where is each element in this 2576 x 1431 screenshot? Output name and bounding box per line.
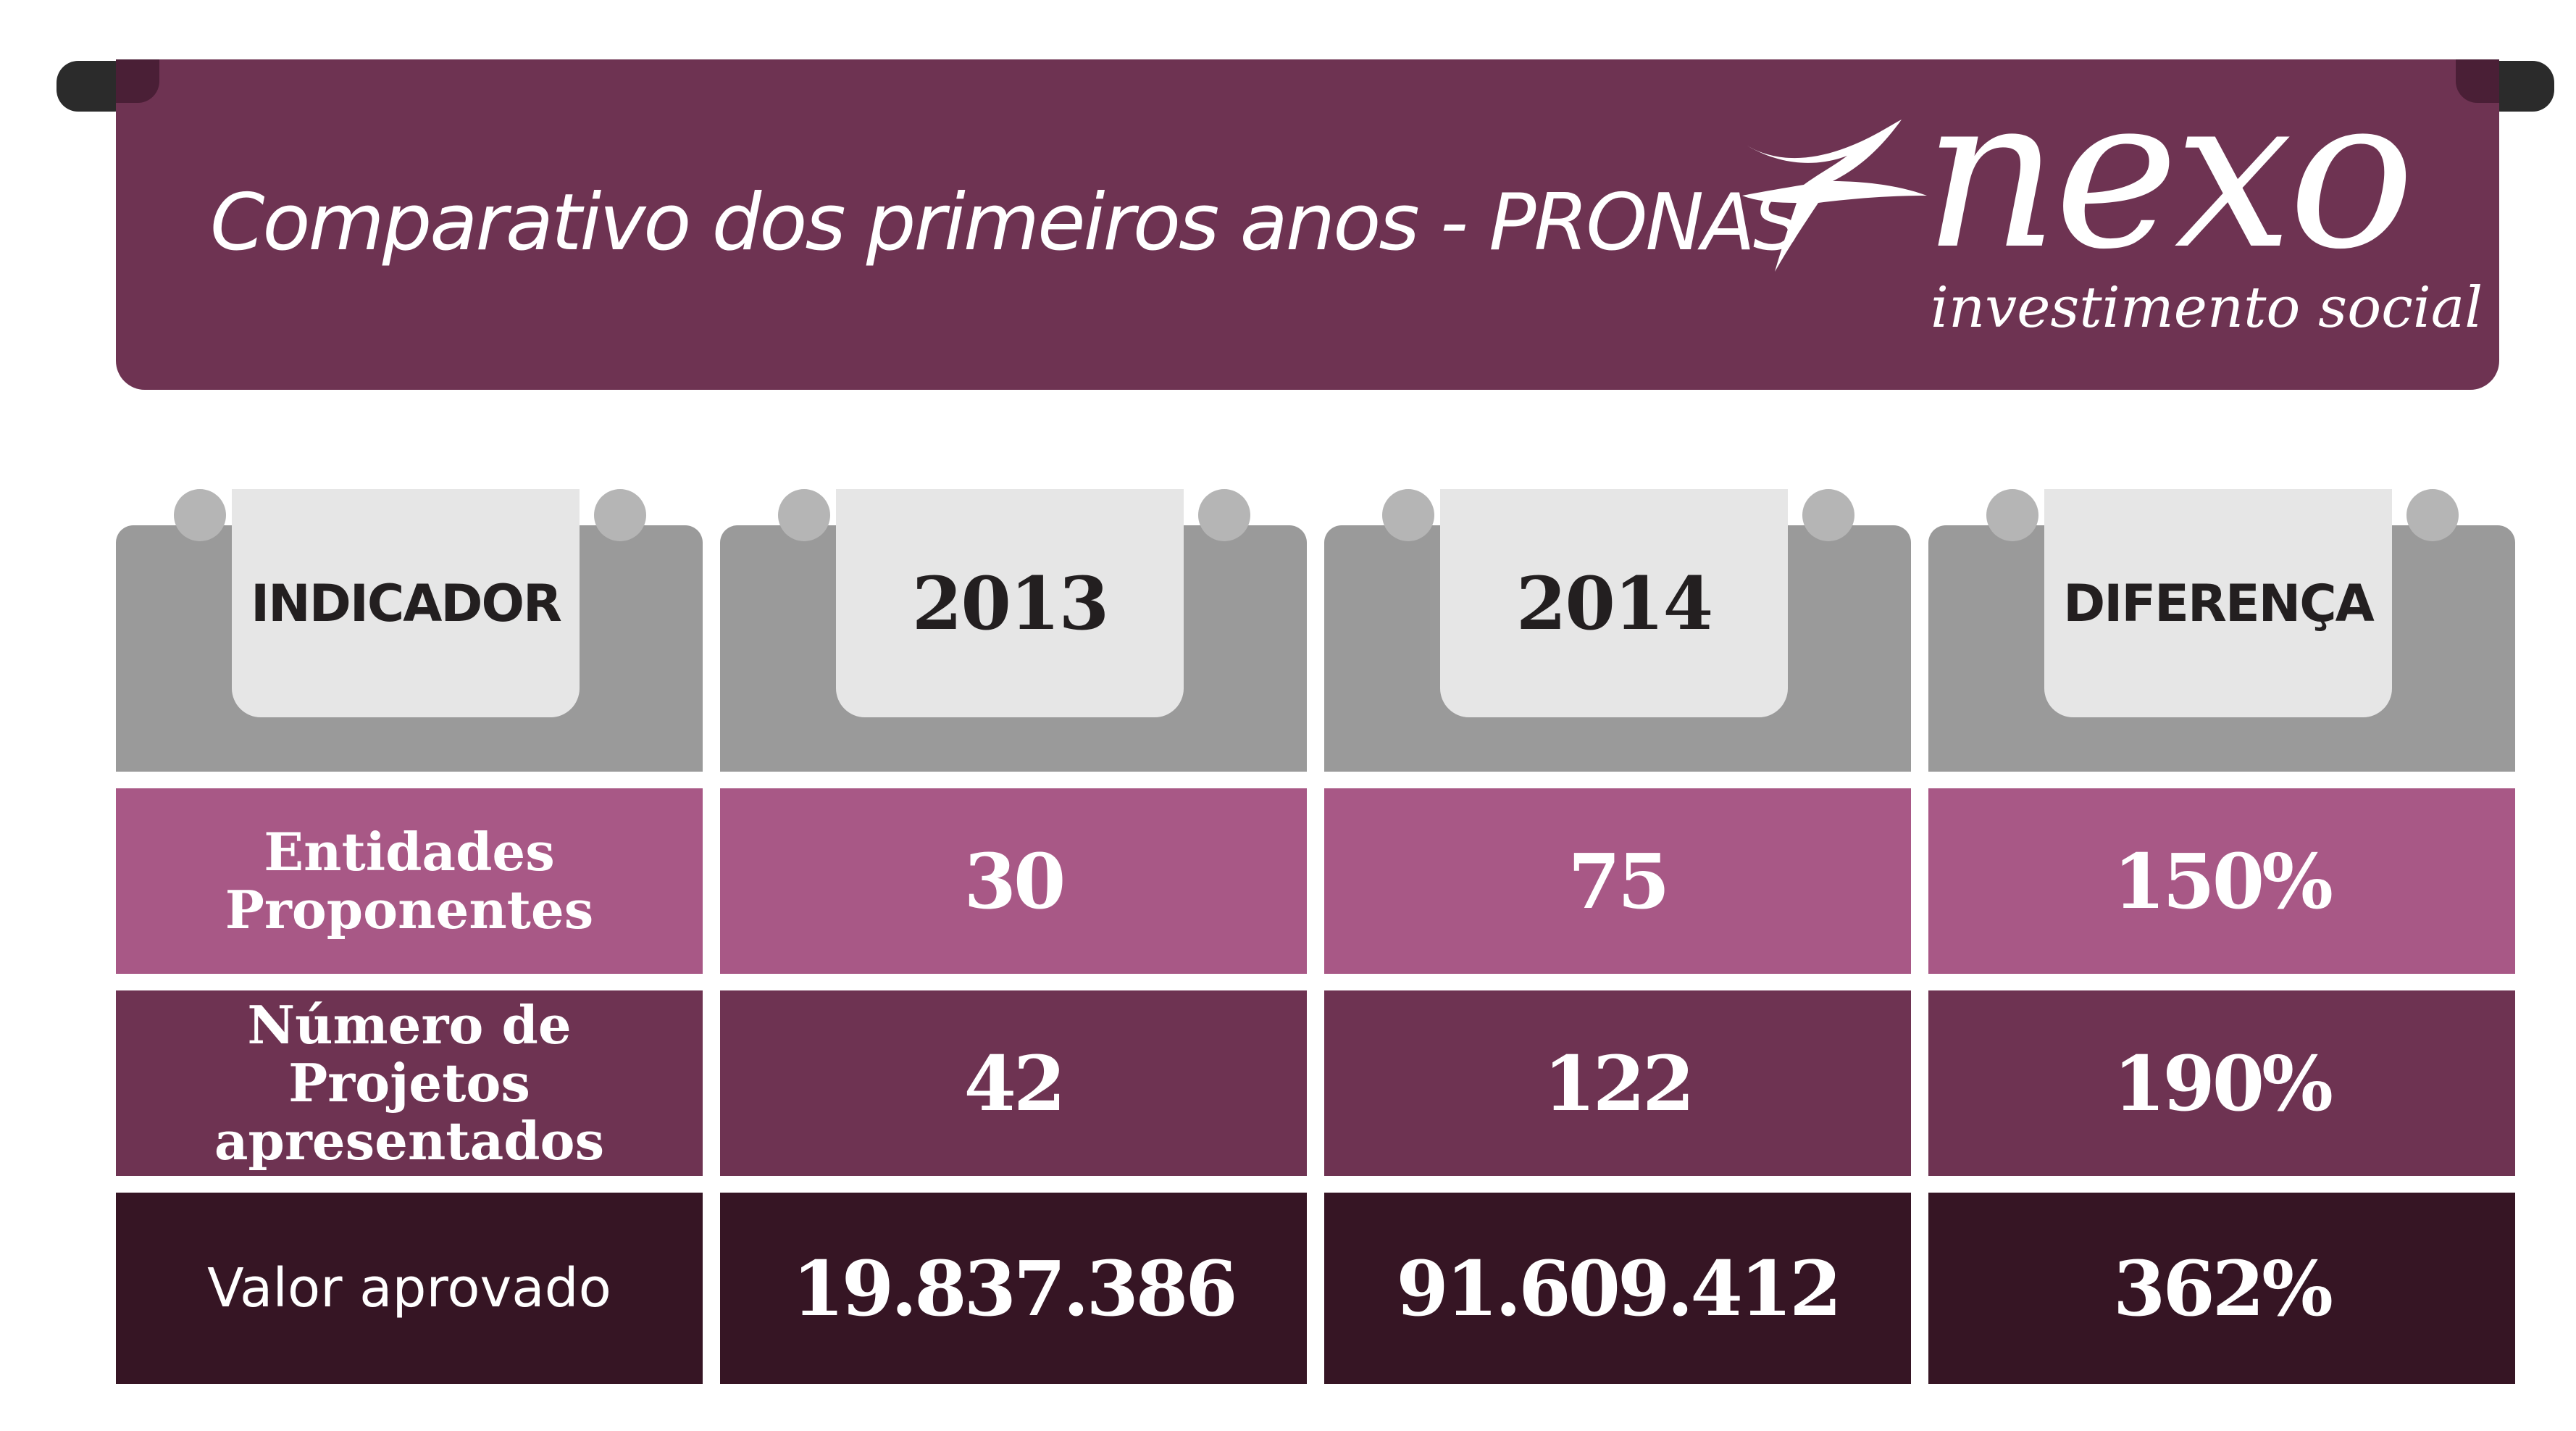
column-header-label: DIFERENÇA [2063,573,2375,633]
indicator-line: apresentados [214,1110,605,1172]
column-header-2014: 2014 [1324,489,1911,772]
column-header-diferenca: DIFERENÇA [1928,489,2515,772]
column-header-label: INDICADOR [251,573,562,633]
logo-wordmark: nexo [1923,51,2415,296]
page-title: Comparativo dos primeiros anos - PRONAS [210,178,1803,268]
table-cell-diferenca: 362% [1928,1193,2515,1384]
table-row-indicator: Valor aprovado [116,1193,703,1384]
table-cell-2014: 122 [1324,990,1911,1176]
table-cell-2013: 42 [720,990,1307,1176]
table-cell-2013: 19.837.386 [720,1193,1307,1384]
column-header-2013: 2013 [720,489,1307,772]
table-cell-2013: 30 [720,788,1307,974]
column-header-label: 2013 [911,560,1109,646]
table-row-indicator: Entidades Proponentes [116,788,703,974]
header-banner [116,59,2499,390]
indicator-line: Número de Projetos [247,994,572,1114]
table-cell-2014: 91.609.412 [1324,1193,1911,1384]
column-header-label: 2014 [1515,560,1713,646]
indicator-line: Entidades [264,821,555,883]
indicator-line: Valor aprovado [207,1257,611,1319]
indicator-line: Proponentes [225,879,594,940]
nexo-logo: nexo investimento social [1739,69,2483,355]
table-cell-diferenca: 190% [1928,990,2515,1176]
logo-subtitle: investimento social [1931,275,2483,341]
table-row-indicator: Número de Projetos apresentados [116,990,703,1176]
column-header-indicador: INDICADOR [116,489,703,772]
table-cell-diferenca: 150% [1928,788,2515,974]
table-cell-2014: 75 [1324,788,1911,974]
nexo-mark-icon [1742,120,1927,272]
